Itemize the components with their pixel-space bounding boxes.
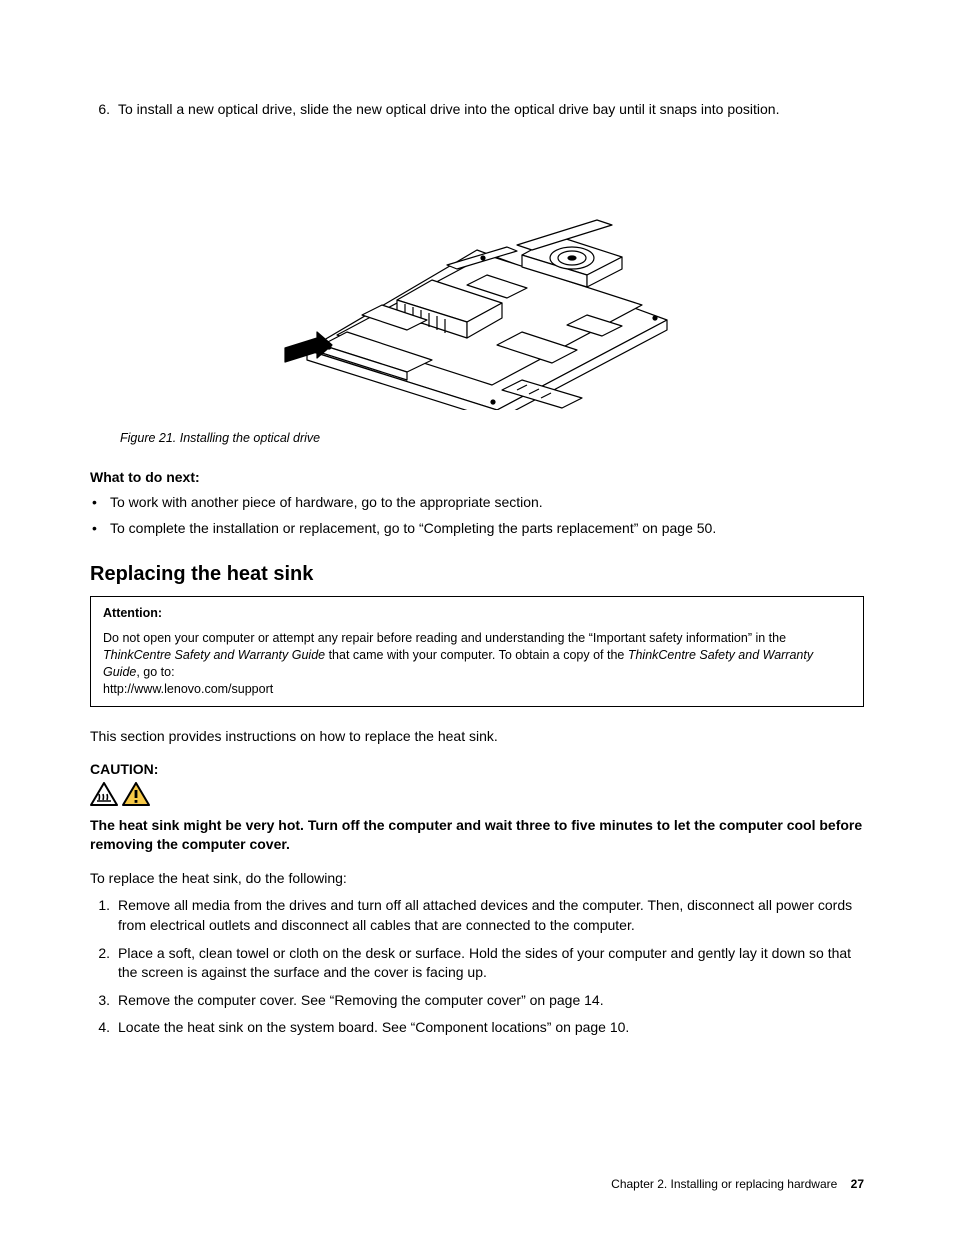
warning-icon <box>122 782 150 812</box>
attention-text-3: , go to: <box>136 665 174 679</box>
attention-guide-1: ThinkCentre Safety and Warranty Guide <box>103 648 325 662</box>
attention-para: Do not open your computer or attempt any… <box>103 630 851 681</box>
bullet-icon <box>90 493 110 513</box>
figure-21-container <box>90 150 864 416</box>
step-item: 2. Place a soft, clean towel or cloth on… <box>90 944 864 983</box>
what-next-heading: What to do next: <box>90 468 864 488</box>
steps-intro: To replace the heat sink, do the followi… <box>90 869 864 889</box>
footer-chapter: Chapter 2. Installing or replacing hardw… <box>611 1177 837 1191</box>
step-number: 2. <box>90 944 118 983</box>
caution-icons <box>90 782 864 812</box>
step-text: Remove all media from the drives and tur… <box>118 896 864 935</box>
intro-paragraph: This section provides instructions on ho… <box>90 727 864 747</box>
step-text: To install a new optical drive, slide th… <box>118 100 864 120</box>
page-footer: Chapter 2. Installing or replacing hardw… <box>611 1176 864 1193</box>
caution-text: The heat sink might be very hot. Turn of… <box>90 816 864 855</box>
list-item-text: To work with another piece of hardware, … <box>110 493 864 513</box>
step-number: 1. <box>90 896 118 935</box>
attention-text-2: that came with your computer. To obtain … <box>325 648 628 662</box>
caution-label: CAUTION: <box>90 760 864 780</box>
attention-label: Attention: <box>103 605 851 622</box>
footer-page-number: 27 <box>841 1177 864 1191</box>
bullet-icon <box>90 519 110 539</box>
step-item: 4. Locate the heat sink on the system bo… <box>90 1018 864 1038</box>
list-item-text: To complete the installation or replacem… <box>110 519 864 539</box>
hot-surface-icon <box>90 782 118 812</box>
step-number: 3. <box>90 991 118 1011</box>
caution-block: CAUTION: The heat sink might be very hot… <box>90 760 864 854</box>
figure-21-illustration <box>267 150 687 410</box>
install-step-6: 6. To install a new optical drive, slide… <box>90 100 864 120</box>
step-text: Remove the computer cover. See “Removing… <box>118 991 864 1011</box>
step-number: 6. <box>90 100 118 120</box>
step-text: Place a soft, clean towel or cloth on th… <box>118 944 864 983</box>
attention-url: http://www.lenovo.com/support <box>103 681 851 698</box>
step-text: Locate the heat sink on the system board… <box>118 1018 864 1038</box>
step-item: 1. Remove all media from the drives and … <box>90 896 864 935</box>
attention-box: Attention: Do not open your computer or … <box>90 596 864 706</box>
list-item: To complete the installation or replacem… <box>90 519 864 539</box>
section-heading-replacing-heat-sink: Replacing the heat sink <box>90 560 864 588</box>
attention-text-1: Do not open your computer or attempt any… <box>103 631 786 645</box>
heat-sink-steps: 1. Remove all media from the drives and … <box>90 896 864 1038</box>
what-next-list: To work with another piece of hardware, … <box>90 493 864 538</box>
step-number: 4. <box>90 1018 118 1038</box>
figure-21-caption: Figure 21. Installing the optical drive <box>120 430 864 448</box>
list-item: To work with another piece of hardware, … <box>90 493 864 513</box>
step-item: 3. Remove the computer cover. See “Remov… <box>90 991 864 1011</box>
